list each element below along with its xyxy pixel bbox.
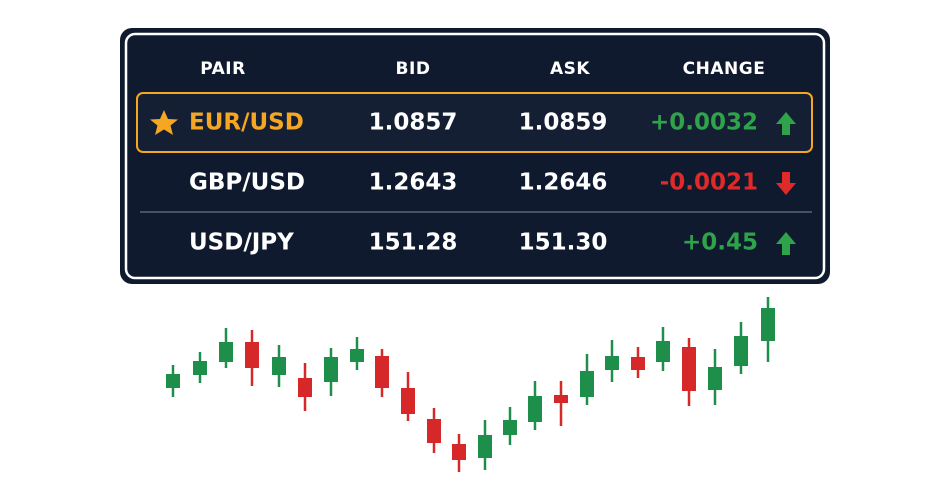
pair: GBP/USD bbox=[189, 170, 305, 196]
ask: 1.0859 bbox=[519, 110, 608, 136]
candle-body bbox=[580, 371, 594, 397]
change: +0.45 bbox=[682, 230, 758, 256]
candle-body bbox=[682, 347, 696, 391]
header-ask: ASK bbox=[550, 59, 590, 79]
candle-body bbox=[219, 342, 233, 362]
header-pair: PAIR bbox=[200, 59, 245, 79]
decorative-candles bbox=[166, 297, 775, 472]
candle-body bbox=[245, 342, 259, 368]
pair: EUR/USD bbox=[189, 110, 304, 136]
candle-body bbox=[761, 308, 775, 341]
row-highlight[interactable] bbox=[136, 92, 813, 153]
candle-body bbox=[193, 361, 207, 375]
candle-body bbox=[272, 357, 286, 375]
arrow-down bbox=[776, 172, 796, 195]
candle-body bbox=[401, 388, 415, 414]
arrow-up bbox=[776, 232, 796, 255]
favorite-star[interactable] bbox=[150, 110, 178, 135]
header-bid: BID bbox=[396, 59, 431, 79]
bid: 151.28 bbox=[369, 230, 458, 256]
candle-body bbox=[734, 336, 748, 366]
panel-border bbox=[124, 32, 826, 280]
change: -0.0021 bbox=[660, 170, 758, 196]
candle-body bbox=[166, 374, 180, 388]
bid: 1.0857 bbox=[369, 110, 458, 136]
ask: 1.2646 bbox=[519, 170, 608, 196]
ask: 151.30 bbox=[519, 230, 608, 256]
candle-body bbox=[298, 378, 312, 397]
pair: USD/JPY bbox=[189, 230, 294, 256]
change: +0.0032 bbox=[650, 110, 758, 136]
candle-body bbox=[631, 357, 645, 370]
candle-body bbox=[350, 349, 364, 362]
candle-body bbox=[503, 420, 517, 435]
candle-body bbox=[452, 444, 466, 460]
header-change: CHANGE bbox=[683, 59, 766, 79]
candle-body bbox=[478, 435, 492, 458]
candle-body bbox=[427, 419, 441, 443]
arrow-up bbox=[776, 112, 796, 135]
bid: 1.2643 bbox=[369, 170, 458, 196]
candle-body bbox=[605, 356, 619, 370]
candle-body bbox=[656, 341, 670, 362]
candle-body bbox=[324, 357, 338, 382]
candle-body bbox=[375, 356, 389, 388]
candle-body bbox=[554, 395, 568, 403]
candle-body bbox=[708, 367, 722, 390]
candle-body bbox=[528, 396, 542, 422]
